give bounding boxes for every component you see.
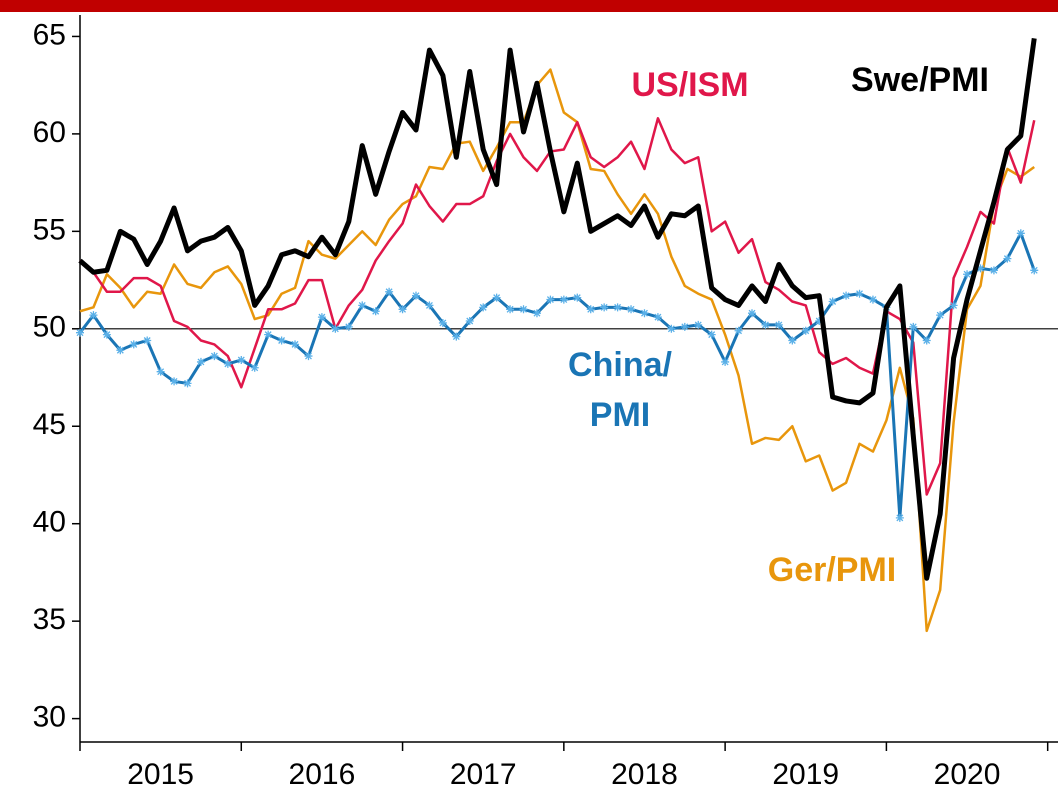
star-marker bbox=[76, 328, 84, 337]
y-tick-label: 55 bbox=[33, 213, 66, 246]
star-marker bbox=[1003, 254, 1012, 263]
star-marker bbox=[627, 305, 636, 314]
y-tick-label: 30 bbox=[33, 701, 66, 734]
star-marker bbox=[949, 301, 958, 310]
star-marker bbox=[425, 301, 434, 310]
star-marker bbox=[828, 297, 837, 306]
star-marker bbox=[358, 301, 367, 310]
x-tick-label: 2016 bbox=[289, 758, 356, 791]
star-marker bbox=[304, 352, 313, 361]
star-marker bbox=[116, 346, 125, 355]
star-marker bbox=[936, 311, 945, 320]
star-marker bbox=[492, 293, 501, 302]
star-marker bbox=[600, 303, 609, 312]
y-tick-label: 40 bbox=[33, 506, 66, 539]
star-marker bbox=[963, 270, 972, 279]
star-marker bbox=[344, 322, 353, 331]
star-marker bbox=[291, 340, 300, 349]
star-marker bbox=[734, 326, 743, 335]
star-marker bbox=[412, 291, 420, 300]
star-marker bbox=[774, 320, 783, 329]
star-marker bbox=[438, 318, 447, 327]
series-label: US/ISM bbox=[631, 66, 749, 104]
star-marker bbox=[479, 303, 488, 312]
star-marker bbox=[586, 305, 595, 314]
star-marker bbox=[613, 303, 622, 312]
star-marker bbox=[183, 379, 192, 388]
star-marker bbox=[385, 287, 394, 296]
star-marker bbox=[680, 322, 689, 331]
star-marker bbox=[667, 324, 676, 333]
star-marker bbox=[398, 305, 407, 314]
star-marker bbox=[317, 313, 326, 322]
star-marker bbox=[371, 307, 380, 316]
star-marker bbox=[1016, 229, 1025, 238]
star-marker bbox=[129, 340, 138, 349]
star-marker bbox=[909, 322, 918, 331]
star-marker bbox=[976, 264, 985, 273]
y-tick-label: 60 bbox=[33, 116, 66, 149]
star-marker bbox=[640, 309, 649, 318]
star-marker bbox=[721, 357, 730, 366]
x-tick-label: 2017 bbox=[450, 758, 517, 791]
star-marker bbox=[170, 377, 179, 386]
star-marker bbox=[694, 320, 703, 329]
series-line bbox=[78, 38, 1037, 581]
star-marker bbox=[196, 357, 205, 366]
star-marker bbox=[331, 324, 340, 333]
star-marker bbox=[465, 317, 474, 326]
star-marker bbox=[546, 295, 555, 304]
series-label: China/ PMI bbox=[568, 346, 672, 434]
header-bar bbox=[0, 0, 1058, 12]
star-marker bbox=[559, 295, 568, 304]
x-tick-label: 2015 bbox=[127, 758, 194, 791]
star-marker bbox=[895, 513, 904, 522]
x-tick-label: 2019 bbox=[772, 758, 839, 791]
star-marker bbox=[573, 293, 582, 302]
star-marker bbox=[868, 295, 877, 304]
star-marker bbox=[210, 352, 219, 361]
series-label: Swe/PMI bbox=[851, 61, 989, 99]
star-marker bbox=[748, 309, 756, 318]
star-marker bbox=[815, 317, 824, 326]
star-marker bbox=[801, 326, 810, 335]
y-tick-label: 35 bbox=[33, 603, 66, 636]
star-marker bbox=[788, 336, 797, 345]
star-marker bbox=[237, 355, 246, 364]
star-marker bbox=[102, 330, 111, 339]
star-marker bbox=[264, 330, 273, 339]
star-marker bbox=[855, 289, 864, 298]
star-marker bbox=[143, 336, 152, 345]
star-marker bbox=[250, 363, 259, 372]
star-marker bbox=[156, 367, 165, 376]
star-marker bbox=[707, 330, 716, 339]
x-tick-label: 2018 bbox=[611, 758, 678, 791]
star-marker bbox=[277, 336, 286, 345]
star-marker bbox=[653, 313, 662, 322]
star-marker bbox=[922, 336, 931, 345]
y-tick-label: 50 bbox=[33, 311, 66, 344]
star-marker bbox=[761, 320, 770, 329]
star-marker bbox=[532, 309, 541, 318]
y-tick-label: 65 bbox=[33, 18, 66, 51]
star-marker bbox=[506, 305, 515, 314]
star-marker bbox=[223, 359, 232, 368]
series-label: Ger/PMI bbox=[767, 551, 897, 589]
star-marker bbox=[989, 266, 998, 275]
x-tick-label: 2020 bbox=[934, 758, 1001, 791]
star-marker bbox=[89, 311, 98, 320]
star-marker bbox=[1030, 266, 1039, 275]
series-line bbox=[79, 68, 1035, 633]
star-marker bbox=[452, 332, 461, 341]
star-marker bbox=[519, 305, 528, 314]
star-marker bbox=[842, 291, 851, 300]
y-tick-label: 45 bbox=[33, 408, 66, 441]
